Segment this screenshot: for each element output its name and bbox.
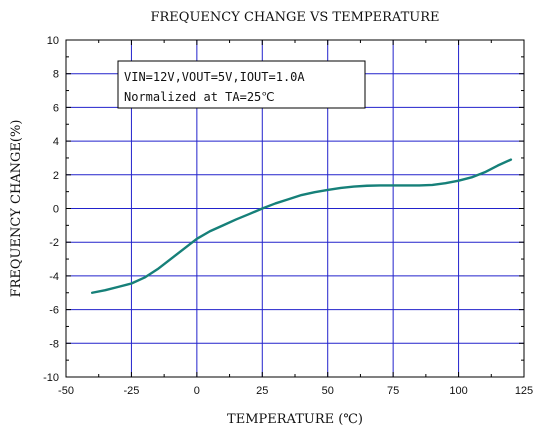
chart-title: FREQUENCY CHANGE VS TEMPERATURE [151, 10, 440, 25]
series-line [90, 158, 513, 294]
x-tick-label: 0 [194, 385, 200, 397]
y-axis-label: FREQUENCY CHANGE(%) [9, 120, 24, 298]
y-tick-label: 8 [53, 69, 59, 81]
y-tick-label: 10 [47, 35, 59, 47]
annotation-layer: VIN=12V,VOUT=5V,IOUT=1.0A Normalized at … [117, 60, 366, 109]
series-layer [90, 158, 513, 294]
x-tick-label: -25 [123, 385, 139, 397]
y-tick-label: -10 [43, 372, 59, 384]
y-tick-label: 0 [53, 204, 59, 216]
y-tick-label: -4 [49, 271, 59, 283]
x-tick-label: 100 [449, 385, 467, 397]
y-tick-label: -8 [49, 338, 59, 350]
annotation-line-2: Normalized at TA=25℃ [124, 90, 275, 104]
x-tick-label: 75 [387, 385, 399, 397]
x-axis-label: TEMPERATURE (℃) [227, 412, 363, 427]
x-tick-label: 25 [256, 385, 268, 397]
y-tick-label: 4 [53, 136, 59, 148]
annotation-line-1: VIN=12V,VOUT=5V,IOUT=1.0A [124, 70, 305, 84]
y-tick-label: -2 [49, 237, 59, 249]
y-tick-label: 6 [53, 102, 59, 114]
y-tick-label: -6 [49, 305, 59, 317]
x-tick-label: -50 [58, 385, 74, 397]
x-tick-label: 50 [322, 385, 334, 397]
x-tick-label: 125 [515, 385, 533, 397]
tick-layer: -50 -25 0 25 50 75 100 125 -10 -8 -6 -4 -2 0 2 4 6 8 10 [43, 35, 533, 397]
annotation-box [117, 60, 366, 109]
y-tick-label: 2 [53, 170, 59, 182]
